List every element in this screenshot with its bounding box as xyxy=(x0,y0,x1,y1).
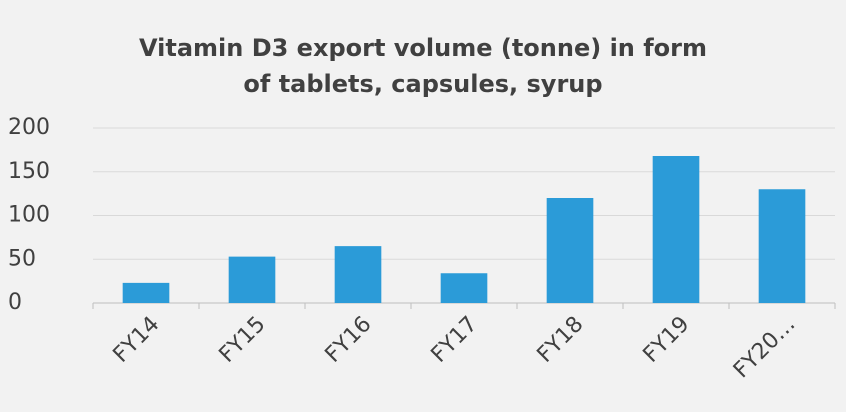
chart-title: Vitamin D3 export volume (tonne) in form… xyxy=(138,34,708,98)
bar xyxy=(334,246,382,303)
y-tick-label: 150 xyxy=(8,159,50,184)
y-tick-label: 100 xyxy=(8,203,50,228)
x-tick-label: FY14 xyxy=(109,312,165,368)
x-tick-label: FY20… xyxy=(729,312,800,383)
x-tick-label: FY17 xyxy=(427,312,483,368)
x-tick-label: FY15 xyxy=(215,312,271,368)
y-tick-label: 200 xyxy=(8,115,50,140)
bar xyxy=(122,282,170,303)
y-tick-label: 50 xyxy=(8,246,36,271)
x-tick-label: FY18 xyxy=(533,312,589,368)
y-tick-label: 0 xyxy=(8,290,22,315)
bar xyxy=(228,256,276,303)
bar xyxy=(440,273,488,303)
x-tick-label: FY19 xyxy=(639,312,695,368)
x-tick-label: FY16 xyxy=(321,312,377,368)
bar xyxy=(652,156,700,303)
bar xyxy=(546,198,594,303)
bar xyxy=(758,189,806,303)
